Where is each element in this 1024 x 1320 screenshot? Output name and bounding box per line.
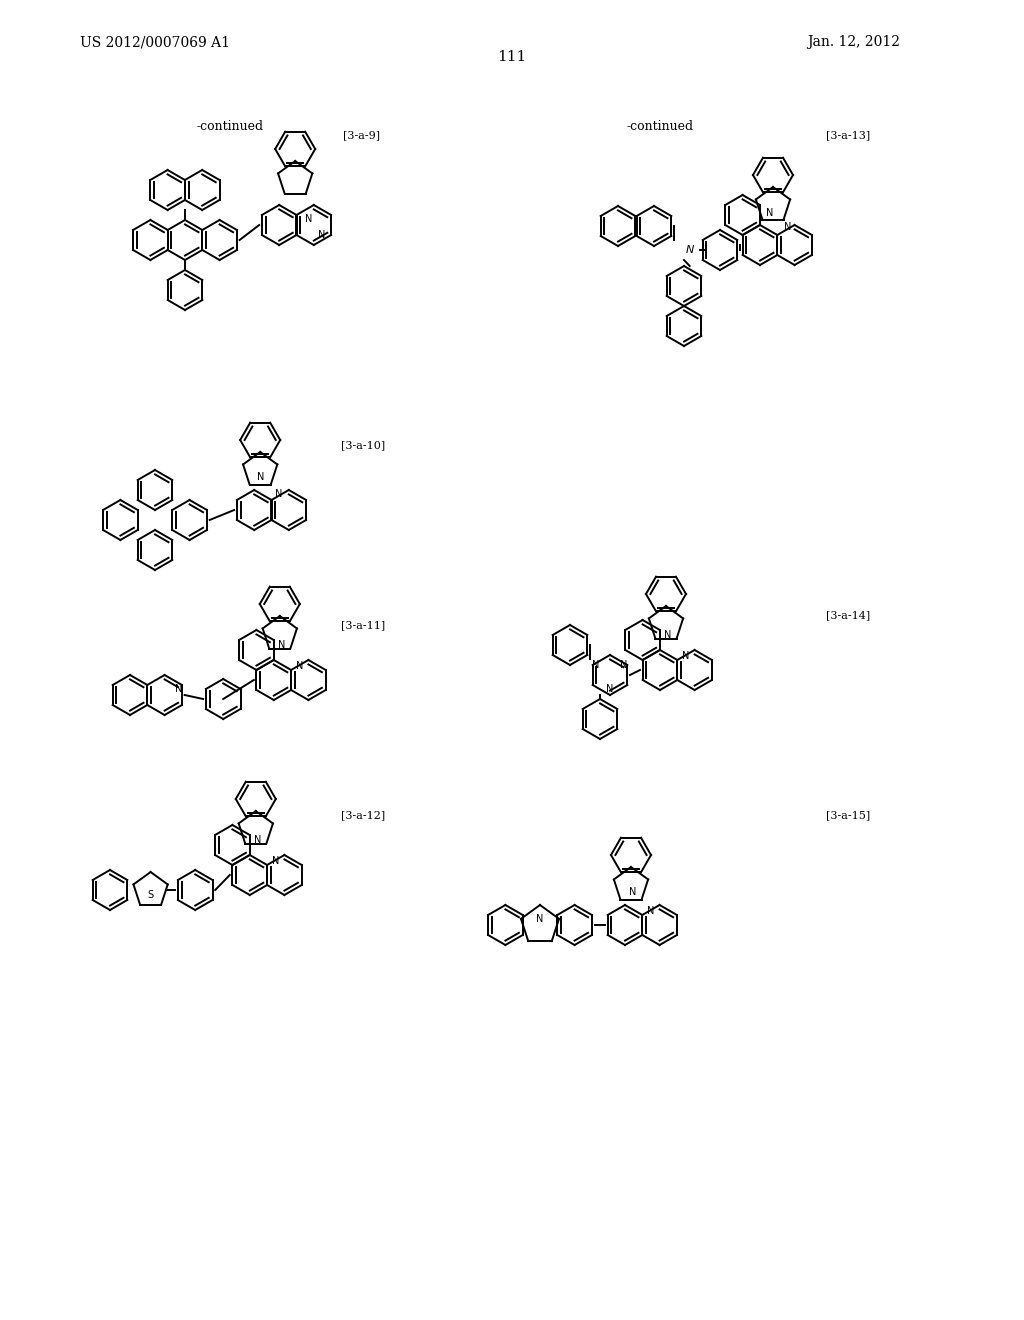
Text: [3-a-13]: [3-a-13] [825, 129, 870, 140]
Text: N: N [305, 214, 312, 224]
Text: N: N [272, 855, 280, 866]
Text: US 2012/0007069 A1: US 2012/0007069 A1 [80, 36, 230, 49]
Text: -continued: -continued [627, 120, 693, 133]
Text: N: N [318, 230, 326, 240]
Text: N: N [647, 906, 654, 916]
Text: N: N [784, 222, 792, 232]
Text: N: N [630, 887, 637, 898]
Text: N: N [621, 660, 628, 671]
Text: [3-a-10]: [3-a-10] [341, 440, 385, 450]
Text: N: N [274, 488, 282, 499]
Text: [3-a-12]: [3-a-12] [341, 810, 385, 820]
Text: N: N [175, 684, 182, 694]
Text: N: N [257, 473, 264, 482]
Text: 111: 111 [498, 50, 526, 63]
Text: [3-a-11]: [3-a-11] [341, 620, 385, 630]
Text: N: N [766, 209, 774, 218]
Text: N: N [296, 661, 303, 671]
Text: N: N [606, 684, 613, 694]
Text: [3-a-14]: [3-a-14] [825, 610, 870, 620]
Text: S: S [147, 891, 154, 900]
Text: N: N [592, 660, 600, 671]
Text: N: N [537, 913, 544, 924]
Text: N: N [686, 246, 694, 255]
Text: N: N [665, 630, 672, 640]
Text: [3-a-15]: [3-a-15] [825, 810, 870, 820]
Text: -continued: -continued [197, 120, 263, 133]
Text: N: N [254, 836, 261, 845]
Text: [3-a-9]: [3-a-9] [343, 129, 380, 140]
Text: N: N [682, 651, 690, 661]
Text: Jan. 12, 2012: Jan. 12, 2012 [807, 36, 900, 49]
Text: N: N [279, 640, 286, 649]
